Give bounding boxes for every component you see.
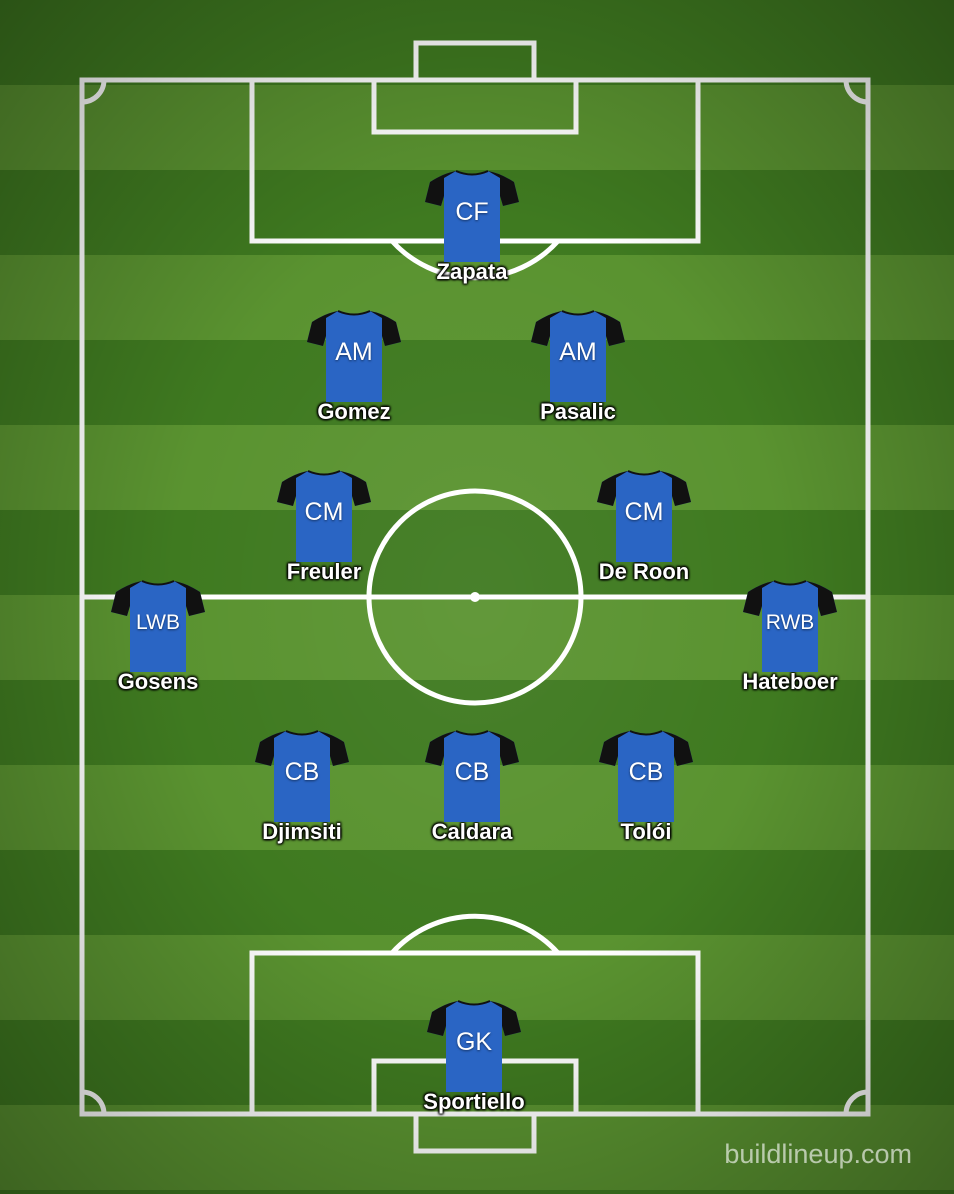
position-label: GK bbox=[455, 1028, 493, 1056]
player-sportiello[interactable]: GK Sportiello bbox=[414, 998, 534, 1115]
player-name: Zapata bbox=[436, 259, 508, 284]
shirt-icon: CF bbox=[424, 168, 520, 264]
player-name: Freuler bbox=[286, 559, 362, 584]
shirt-icon: CB bbox=[424, 728, 520, 824]
shirt-icon: AM bbox=[306, 308, 402, 404]
position-label: CB bbox=[628, 758, 664, 786]
player-freuler[interactable]: CM Freuler bbox=[264, 468, 384, 585]
player-name: Hateboer bbox=[742, 669, 838, 694]
player-name: Gomez bbox=[317, 399, 391, 424]
player-name: Sportiello bbox=[423, 1089, 525, 1114]
player-name: De Roon bbox=[598, 559, 690, 584]
shirt-icon: LWB bbox=[110, 578, 206, 674]
player-djimsiti[interactable]: CB Djimsiti bbox=[242, 728, 362, 845]
position-label: LWB bbox=[136, 611, 180, 634]
position-label: CM bbox=[624, 498, 664, 526]
player-pasalic[interactable]: AM Pasalic bbox=[518, 308, 638, 425]
shirt-icon: CM bbox=[596, 468, 692, 564]
position-label: CB bbox=[284, 758, 320, 786]
player-name: Gosens bbox=[117, 669, 199, 694]
position-label: RWB bbox=[765, 611, 815, 634]
position-label: CM bbox=[304, 498, 344, 526]
shirt-icon: RWB bbox=[742, 578, 838, 674]
position-label: CF bbox=[455, 198, 489, 226]
player-caldara[interactable]: CB Caldara bbox=[412, 728, 532, 845]
player-name: Caldara bbox=[431, 819, 513, 844]
shirt-icon: CB bbox=[254, 728, 350, 824]
position-label: AM bbox=[559, 338, 597, 366]
player-name: Tolói bbox=[620, 819, 672, 844]
shirt-icon: CB bbox=[598, 728, 694, 824]
player-gosens[interactable]: LWB Gosens bbox=[98, 578, 218, 695]
player-de-roon[interactable]: CM De Roon bbox=[584, 468, 704, 585]
shirt-icon: GK bbox=[426, 998, 522, 1094]
shirt-icon: CM bbox=[276, 468, 372, 564]
position-label: CB bbox=[454, 758, 490, 786]
shirt-icon: AM bbox=[530, 308, 626, 404]
player-gomez[interactable]: AM Gomez bbox=[294, 308, 414, 425]
watermark-text: buildlineup.com bbox=[724, 1139, 912, 1169]
player-hateboer[interactable]: RWB Hateboer bbox=[730, 578, 850, 695]
player-name: Djimsiti bbox=[262, 819, 342, 844]
position-label: AM bbox=[335, 338, 373, 366]
player-toloi[interactable]: CB Tolói bbox=[586, 728, 706, 845]
player-zapata[interactable]: CF Zapata bbox=[412, 168, 532, 285]
player-name: Pasalic bbox=[540, 399, 616, 424]
